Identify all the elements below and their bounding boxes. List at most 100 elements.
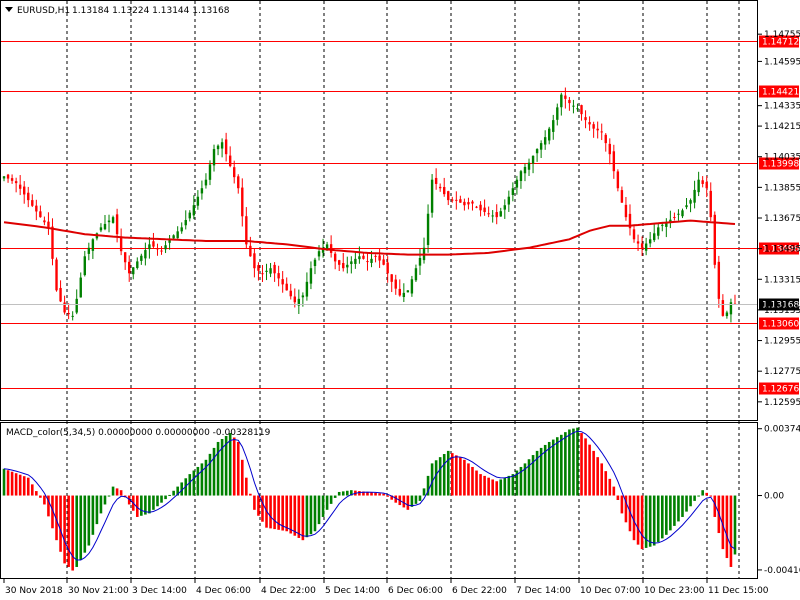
macd-histogram-bar: [156, 495, 159, 507]
macd-histogram-bar: [208, 453, 212, 496]
macd-histogram-bar: [624, 495, 628, 523]
macd-histogram-bar: [495, 481, 499, 496]
price-axis-label: 1.14335: [764, 102, 800, 112]
candle-bear: [455, 199, 458, 201]
time-axis-label: 10 Dec 23:00: [644, 586, 705, 596]
macd-histogram-bar: [515, 470, 519, 496]
candle-bear: [51, 226, 54, 259]
candle-bull: [535, 149, 539, 154]
macd-histogram-bar: [644, 495, 648, 548]
macd-histogram-bar: [224, 436, 228, 496]
macd-histogram-bar: [677, 495, 680, 522]
macd-histogram-bar: [83, 495, 87, 553]
horizontal-level-label: 1.13998: [762, 160, 799, 170]
macd-histogram-bar: [632, 495, 636, 541]
macd-histogram-bar: [689, 495, 692, 507]
macd-histogram-bar: [180, 482, 184, 496]
candle-bear: [390, 274, 393, 282]
candle-bear: [273, 264, 276, 274]
symbol-menu-triangle-icon[interactable]: [5, 7, 13, 12]
candle-bull: [172, 235, 175, 239]
candle-bull: [681, 210, 684, 217]
candle-bull: [301, 295, 305, 298]
macd-histogram-bar: [584, 438, 587, 496]
price-axis-label: 1.13495: [764, 245, 800, 255]
candle-bull: [168, 239, 171, 243]
macd-histogram-bar: [71, 495, 74, 571]
macd-panel[interactable]: [0, 422, 758, 579]
candle-bear: [378, 255, 381, 261]
macd-histogram-bar: [483, 475, 486, 496]
horizontal-level-tag: [759, 35, 799, 48]
candle-bull: [136, 261, 139, 269]
macd-histogram-bar: [55, 495, 58, 541]
candle-bear: [329, 244, 333, 253]
candle-bull: [560, 94, 563, 108]
candle-bull: [430, 179, 434, 213]
candle-bull: [410, 279, 414, 294]
macd-histogram-bar: [693, 495, 696, 501]
candle-bear: [564, 95, 567, 99]
candle-bear: [14, 181, 18, 184]
candle-bull: [531, 155, 535, 164]
candle-bull: [216, 145, 220, 150]
price-panel[interactable]: [0, 0, 758, 421]
candle-bull: [539, 143, 543, 150]
macd-histogram-bar: [487, 477, 490, 496]
macd-histogram-bar: [111, 486, 115, 496]
macd-histogram-bar: [426, 475, 430, 496]
macd-histogram-bar: [503, 477, 507, 496]
macd-histogram: [2, 427, 737, 571]
macd-histogram-bar: [648, 495, 652, 547]
candle-bull: [689, 200, 692, 204]
macd-histogram-bar: [459, 457, 462, 496]
current-price-tag: [759, 298, 799, 311]
macd-histogram-bar: [164, 495, 167, 500]
candle-bull: [75, 298, 78, 313]
macd-histogram-bar: [140, 495, 143, 516]
price-axis-label: 1.13675: [764, 214, 800, 224]
macd-histogram-bar: [30, 484, 34, 496]
macd-histogram-bar: [499, 479, 503, 496]
macd-histogram-bar: [95, 495, 99, 525]
candle-bear: [285, 283, 288, 291]
macd-histogram-bar: [297, 495, 301, 538]
macd-histogram-bar: [188, 474, 192, 496]
candle-bull: [107, 220, 111, 223]
candle-bear: [487, 213, 490, 215]
macd-histogram-bar: [685, 495, 688, 512]
macd-histogram-bar: [309, 495, 313, 535]
candle-bull: [491, 215, 494, 217]
macd-histogram-bar: [463, 459, 466, 496]
candle-bull: [556, 107, 559, 120]
time-axis-label: 30 Nov 21:00: [68, 586, 129, 596]
macd-histogram-bar: [636, 495, 640, 545]
macd-histogram-bar: [378, 493, 381, 496]
candle-bear: [447, 191, 450, 201]
candle-bull: [103, 223, 107, 230]
candle-bull: [543, 137, 547, 145]
macd-histogram-bar: [709, 495, 713, 497]
candle-bull: [269, 268, 272, 274]
chart-symbol-timeframe: EURUSD,H1: [17, 6, 70, 16]
candle-bull: [657, 227, 660, 236]
macd-histogram-bar: [119, 490, 123, 496]
moving-average-line: [3, 219, 736, 256]
macd-histogram-bar: [568, 429, 571, 496]
macd-histogram-bar: [531, 455, 535, 496]
horizontal-levels: 1.14712 1.14421 1.13998 1.13496 1.13060 1.126…: [1, 35, 799, 395]
candle-bear: [293, 296, 296, 303]
macd-histogram-bar: [257, 495, 260, 516]
macd-histogram-bar: [596, 457, 599, 496]
macd-histogram-bar: [35, 491, 38, 496]
candle-bull: [552, 120, 555, 132]
macd-histogram-bar: [341, 491, 345, 496]
candle-bear: [63, 302, 66, 313]
candle-bear: [224, 139, 228, 155]
macd-histogram-bar: [358, 491, 361, 496]
macd-histogram-bar: [733, 495, 737, 555]
candle-bull: [309, 268, 313, 284]
macd-histogram-bar: [317, 495, 321, 525]
macd-histogram-bar: [430, 463, 434, 496]
